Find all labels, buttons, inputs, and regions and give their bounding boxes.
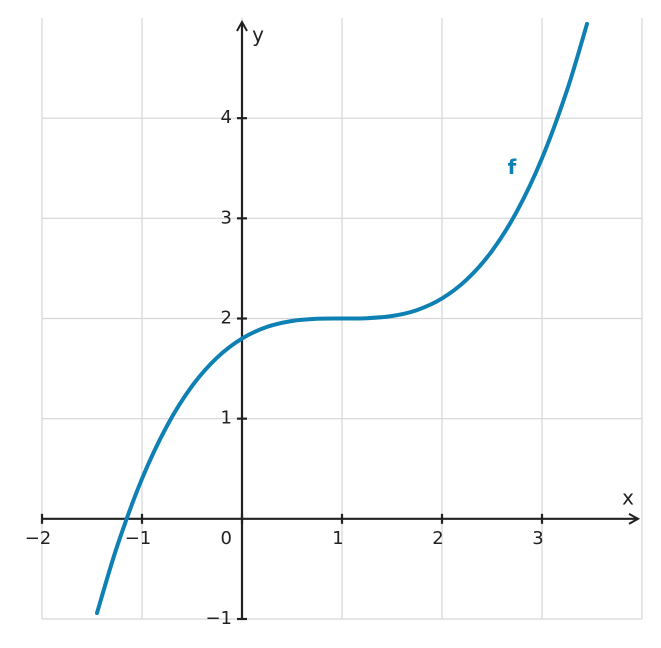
- x-tick-label: 3: [532, 528, 543, 549]
- x-tick-label: −2: [25, 528, 52, 549]
- y-tick-label: 1: [221, 408, 232, 429]
- x-tick-label: 2: [432, 528, 443, 549]
- y-tick-label: 4: [221, 107, 232, 128]
- y-tick-label: 3: [221, 207, 232, 228]
- y-tick-label: −1: [205, 608, 232, 629]
- curve: [95, 21, 589, 616]
- x-axis-label: x: [622, 485, 634, 509]
- x-tick-label: −1: [125, 528, 152, 549]
- x-tick-label: 1: [332, 528, 343, 549]
- x-tick-label: 0: [221, 528, 232, 549]
- curve-label: f: [508, 155, 517, 179]
- y-tick-label: 2: [221, 308, 232, 329]
- axes: x y −2 −1 0 1 2 3 −1 1 2 3 4: [25, 22, 638, 629]
- plot-area: f: [95, 21, 589, 616]
- y-axis-label: y: [252, 23, 264, 47]
